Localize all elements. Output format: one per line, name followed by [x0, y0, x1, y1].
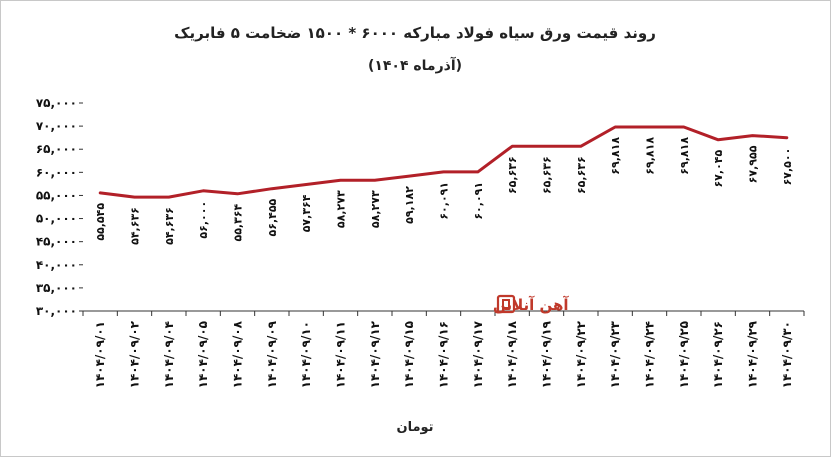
data-label: ۶۷,۹۵۵	[747, 145, 760, 183]
data-label: ۵۶,۴۵۵	[266, 198, 279, 236]
data-label: ۶۵,۶۳۶	[575, 156, 588, 194]
x-tick-label: ۱۴۰۴/۰۹/۱۷	[471, 320, 485, 388]
x-tick-label: ۱۴۰۴/۰۹/۰۹	[265, 320, 279, 388]
chart-title: روند قیمت ورق سیاه فولاد مبارکه ۶۰۰۰ * ۱…	[174, 24, 656, 42]
x-tick-label: ۱۴۰۴/۰۹/۱۹	[540, 320, 554, 388]
y-tick-label: ۷۰,۰۰۰	[36, 119, 77, 133]
data-label: ۵۷,۳۶۴	[300, 194, 313, 232]
data-label: ۶۰,۰۹۱	[472, 182, 485, 220]
x-tick-label: ۱۴۰۴/۰۹/۱۵	[402, 321, 416, 388]
y-tick-label: ۳۵,۰۰۰	[36, 281, 77, 295]
x-tick-label: ۱۴۰۴/۰۹/۲۴	[643, 321, 657, 388]
y-tick-label: ۵۰,۰۰۰	[36, 212, 77, 226]
data-label: ۶۹,۸۱۸	[678, 137, 691, 175]
data-label: ۶۰,۰۹۱	[438, 182, 451, 220]
data-label: ۵۵,۵۴۵	[94, 203, 107, 241]
y-tick-label: ۳۰,۰۰۰	[36, 304, 77, 318]
x-tick-label: ۱۴۰۴/۰۹/۲۲	[574, 320, 588, 388]
y-tick-label: ۶۵,۰۰۰	[36, 142, 77, 156]
data-label: ۶۹,۸۱۸	[644, 137, 657, 175]
x-tick-label: ۱۴۰۴/۰۹/۳۰	[780, 321, 794, 388]
data-label: ۵۴,۶۳۶	[129, 207, 142, 245]
series-line	[98, 125, 789, 199]
chart-subtitle: (آذرماه ۱۴۰۴)	[368, 56, 462, 74]
watermark-text: آهن آنلاین	[493, 296, 569, 314]
data-label: ۶۵,۶۳۶	[506, 156, 519, 194]
x-tick-label: ۱۴۰۴/۰۹/۰۸	[231, 320, 245, 388]
series-line-group	[98, 125, 789, 199]
data-label: ۵۴,۶۳۶	[163, 207, 176, 245]
data-label: ۶۷,۵۰۰	[781, 148, 794, 186]
x-axis-title: تومان	[396, 420, 433, 435]
x-tick-label: ۱۴۰۴/۰۹/۱۱	[334, 321, 348, 388]
x-tick-label: ۱۴۰۴/۰۹/۲۳	[608, 320, 622, 388]
y-tick-label: ۷۵,۰۰۰	[36, 96, 77, 110]
data-label: ۵۹,۱۸۲	[403, 186, 416, 224]
x-tick-label: ۱۴۰۴/۰۹/۲۵	[677, 321, 691, 388]
y-axis: ۳۰,۰۰۰ ۳۵,۰۰۰ ۴۰,۰۰۰ ۴۵,۰۰۰ ۵۰,۰۰۰ ۵۵,۰۰۰ ۶۰,۰…	[36, 96, 83, 318]
data-label: ۵۸,۲۷۳	[369, 190, 382, 228]
watermark: آهن آنلاین	[493, 294, 569, 314]
x-tick-label: ۱۴۰۴/۰۹/۰۲	[128, 320, 142, 388]
data-label: ۶۷,۰۴۵	[712, 149, 725, 187]
x-tick-label: ۱۴۰۴/۰۹/۲۹	[746, 320, 760, 388]
y-tick-label: ۶۰,۰۰۰	[36, 165, 77, 179]
x-tick-label: ۱۴۰۴/۰۹/۲۶	[711, 321, 725, 388]
x-axis: ۱۴۰۴/۰۹/۰۱ ۱۴۰۴/۰۹/۰۲ ۱۴۰۴/۰۹/۰۴ ۱۴۰۴/۰۹/۰۵…	[82, 310, 805, 388]
data-labels: ۵۵,۵۴۵ ۵۴,۶۳۶ ۵۴,۶۳۶ ۵۶,۰۰۰ ۵۵,۳۶۴ ۵۶,۴۵۵ ۵۷,۳…	[94, 137, 794, 245]
x-tick-label: ۱۴۰۴/۰۹/۱۸	[505, 320, 519, 388]
y-tick-label: ۵۵,۰۰۰	[36, 188, 77, 202]
x-tick-label: ۱۴۰۴/۰۹/۰۵	[196, 321, 210, 388]
x-tick-label: ۱۴۰۴/۰۹/۰۱	[93, 321, 107, 388]
data-label: ۵۸,۲۷۳	[335, 190, 348, 228]
y-tick-label: ۴۵,۰۰۰	[36, 235, 77, 249]
ahanonline-logo-icon	[496, 294, 516, 314]
x-tick-label: ۱۴۰۴/۰۹/۰۴	[162, 321, 176, 388]
data-label: ۶۵,۶۳۶	[541, 156, 554, 194]
data-label: ۵۵,۳۶۴	[232, 203, 245, 241]
y-tick-label: ۴۰,۰۰۰	[36, 258, 77, 272]
data-label: ۵۶,۰۰۰	[197, 201, 210, 239]
x-tick-label: ۱۴۰۴/۰۹/۱۶	[437, 321, 451, 388]
x-tick-label: ۱۴۰۴/۰۹/۱۰	[299, 321, 313, 388]
data-label: ۶۹,۸۱۸	[609, 137, 622, 175]
x-tick-label: ۱۴۰۴/۰۹/۱۲	[368, 320, 382, 388]
